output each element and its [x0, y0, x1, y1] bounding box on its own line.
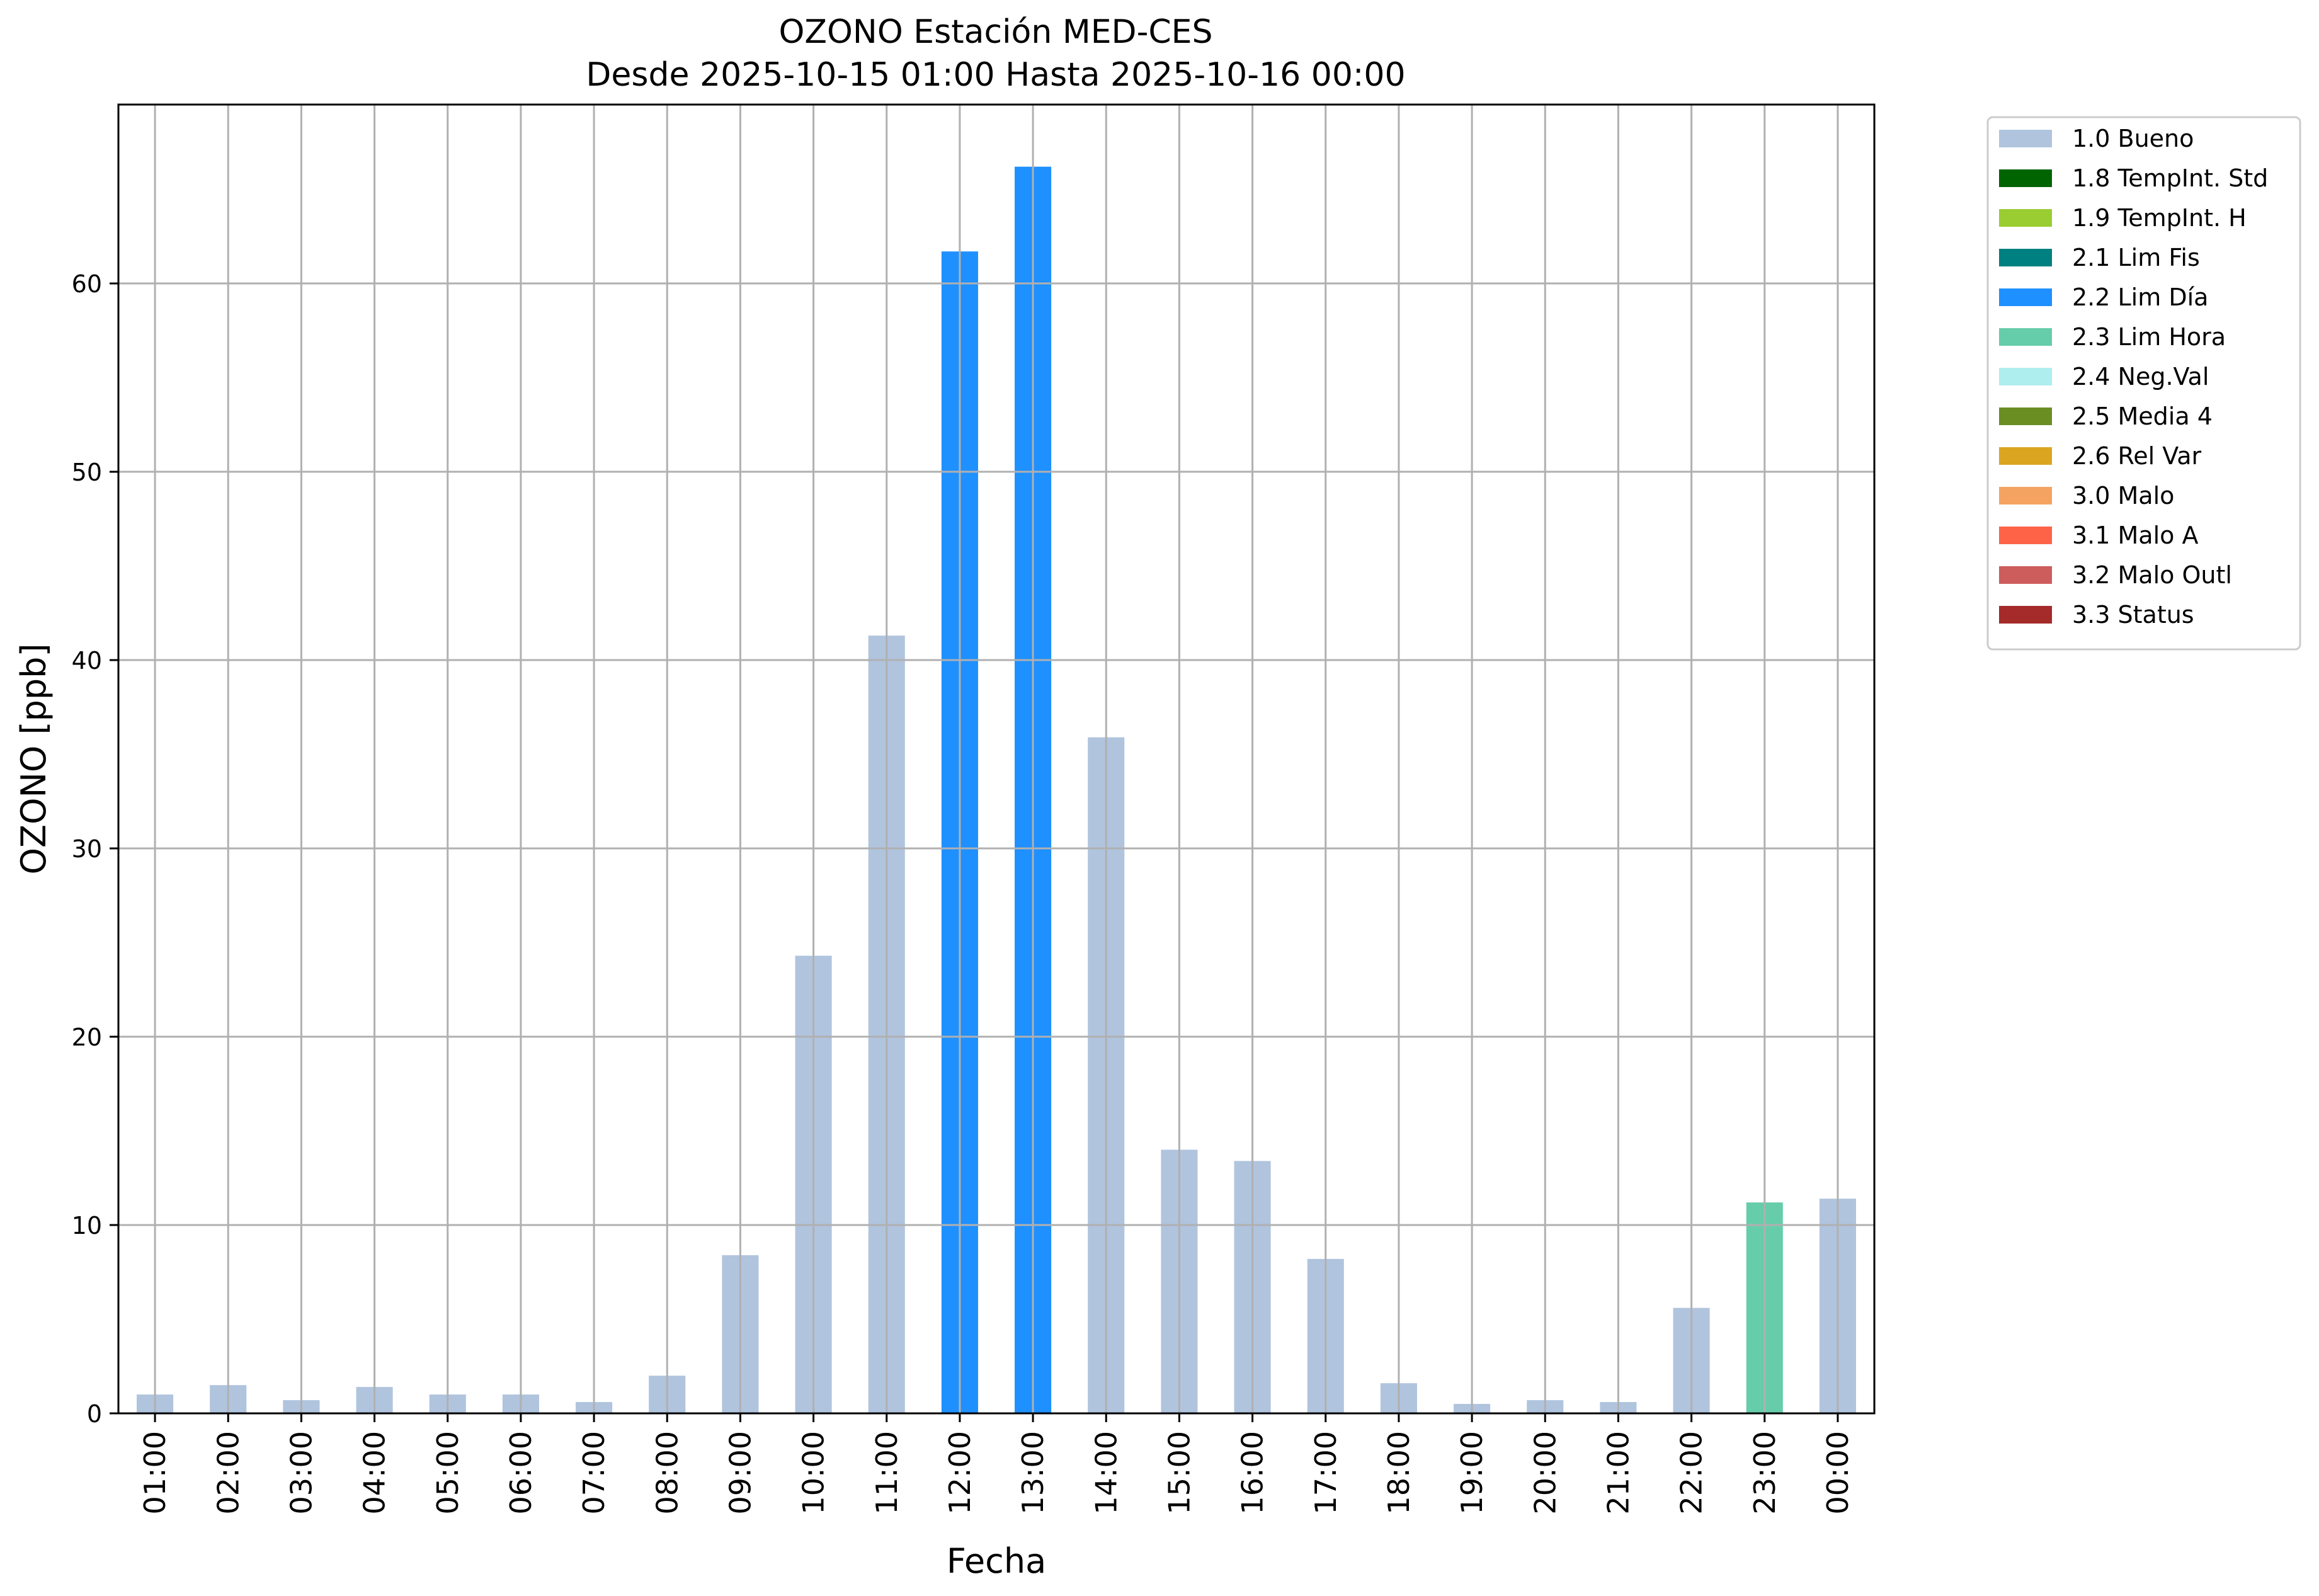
x-tick-label: 06:00	[504, 1431, 538, 1515]
legend-label: 2.5 Media 4	[2072, 402, 2213, 430]
legend-swatch	[1999, 130, 2052, 147]
y-tick-label: 0	[87, 1400, 102, 1428]
legend-label: 3.2 Malo Outl	[2072, 561, 2232, 589]
legend-swatch	[1999, 487, 2052, 504]
x-tick-label: 22:00	[1675, 1431, 1709, 1515]
legend-label: 2.6 Rel Var	[2072, 442, 2202, 470]
legend-swatch	[1999, 408, 2052, 425]
x-tick-label: 16:00	[1236, 1431, 1270, 1515]
legend-swatch	[1999, 368, 2052, 385]
legend-swatch	[1999, 328, 2052, 346]
y-tick-label: 60	[72, 270, 102, 298]
x-tick-label: 05:00	[431, 1431, 465, 1515]
plot-frame	[117, 103, 1876, 1415]
x-tick-label: 08:00	[650, 1431, 684, 1515]
y-tick-label: 40	[72, 647, 102, 675]
y-tick-label: 50	[72, 459, 102, 486]
grid-lines	[118, 105, 1874, 1415]
legend-label: 3.3 Status	[2072, 601, 2194, 629]
x-tick-label: 19:00	[1455, 1431, 1489, 1515]
chart-subtitle: Desde 2025-10-15 01:00 Hasta 2025-10-16 …	[586, 56, 1405, 94]
bars	[137, 166, 1856, 1414]
legend-label: 1.8 TempInt. Std	[2072, 164, 2268, 192]
x-tick-label: 14:00	[1089, 1431, 1123, 1515]
legend-label: 2.2 Lim Día	[2072, 283, 2208, 311]
legend-swatch	[1999, 527, 2052, 544]
legend-box	[1986, 116, 2301, 651]
legend-swatch	[1999, 566, 2052, 584]
x-axis-ticks: 01:00 02:00 03:00 04:00 05:00 06:00 07:00 08:00…	[138, 1413, 1855, 1515]
legend-label: 3.0 Malo	[2072, 482, 2174, 510]
x-tick-label: 18:00	[1382, 1431, 1416, 1515]
x-tick-label: 10:00	[797, 1431, 831, 1515]
y-tick-label: 20	[72, 1023, 102, 1051]
legend-swatch	[1999, 169, 2052, 187]
chart-title: OZONO Estación MED-CES	[778, 13, 1212, 51]
legend-swatch	[1999, 209, 2052, 227]
legend: 1.0 Bueno 1.8 TempInt. Std 1.9 TempInt. H 2…	[1986, 116, 2301, 651]
legend-swatch	[1999, 606, 2052, 624]
x-tick-label: 13:00	[1016, 1431, 1050, 1515]
y-tick-label: 30	[72, 835, 102, 863]
legend-label: 3.1 Malo A	[2072, 522, 2198, 549]
legend-swatch	[1999, 288, 2052, 306]
x-tick-label: 09:00	[723, 1431, 757, 1515]
x-tick-label: 07:00	[577, 1431, 611, 1515]
x-tick-label: 02:00	[211, 1431, 245, 1515]
x-tick-label: 00:00	[1821, 1431, 1855, 1515]
legend-label: 2.3 Lim Hora	[2072, 323, 2226, 351]
x-tick-label: 17:00	[1309, 1431, 1343, 1515]
legend-label: 1.0 Bueno	[2072, 125, 2194, 152]
x-tick-label: 20:00	[1528, 1431, 1562, 1515]
x-axis-label: Fecha	[947, 1541, 1046, 1581]
y-axis-ticks: 0 10 20 30 40 50 60	[72, 270, 118, 1428]
y-tick-label: 10	[72, 1212, 102, 1240]
legend-label: 1.9 TempInt. H	[2072, 204, 2247, 232]
x-tick-label: 15:00	[1162, 1431, 1196, 1515]
x-tick-label: 01:00	[138, 1431, 172, 1515]
x-tick-label: 03:00	[284, 1431, 318, 1515]
x-tick-label: 11:00	[870, 1431, 904, 1515]
legend-swatch	[1999, 447, 2052, 465]
x-tick-label: 04:00	[358, 1431, 392, 1515]
x-tick-label: 12:00	[943, 1431, 977, 1515]
legend-label: 2.4 Neg.Val	[2072, 363, 2209, 390]
x-tick-label: 23:00	[1748, 1431, 1782, 1515]
y-axis-label: OZONO [ppb]	[14, 643, 54, 874]
x-tick-label: 21:00	[1601, 1431, 1635, 1515]
legend-label: 2.1 Lim Fis	[2072, 244, 2200, 271]
legend-swatch	[1999, 249, 2052, 266]
